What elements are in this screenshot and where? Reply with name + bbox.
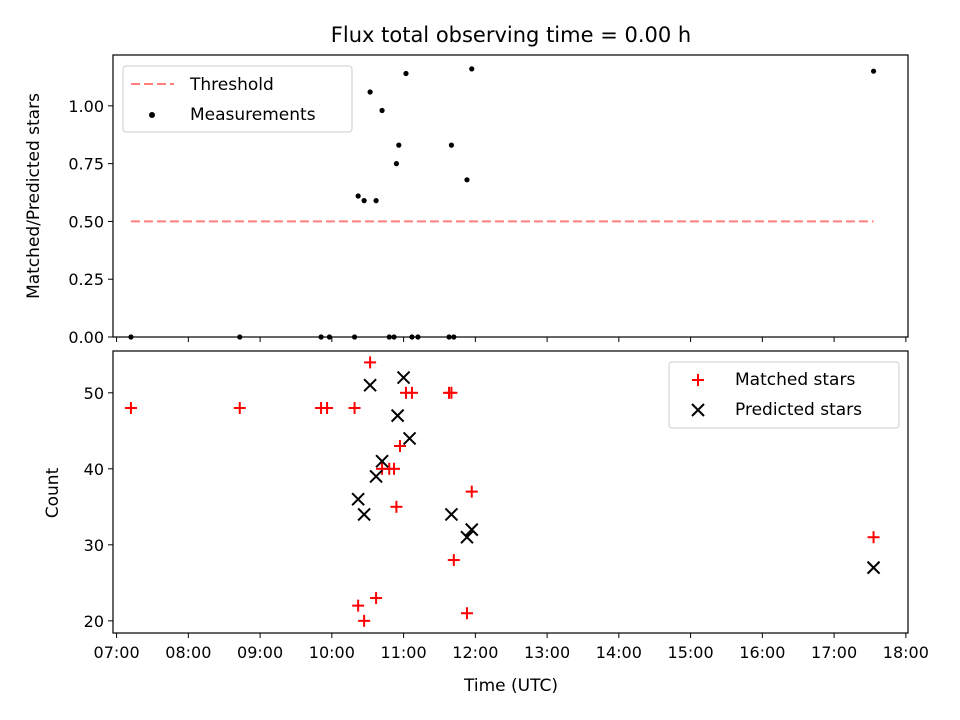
measurement-point	[448, 142, 455, 148]
top-plot-area	[128, 66, 877, 340]
x-tick-label: 14:00	[596, 643, 642, 662]
predicted-stars-point	[465, 522, 479, 537]
predicted-legend-label: Predicted stars	[735, 400, 862, 420]
measurement-point	[361, 198, 367, 204]
matched-stars-point	[348, 402, 361, 415]
bottom-legend: Matched stars Predicted stars	[668, 361, 900, 429]
bottom-axes-frame	[112, 350, 909, 634]
matched-stars-point	[445, 386, 458, 399]
predicted-stars-point	[866, 560, 881, 575]
matched-stars-point	[460, 607, 473, 620]
matched-stars-point	[388, 462, 401, 475]
predicted-stars-point	[396, 370, 411, 385]
top-axes-frame	[112, 54, 909, 338]
bottom-y-axis: 20 30 40 50	[84, 384, 113, 631]
matched-stars-point	[370, 592, 383, 605]
top-y-axis: 0.00 0.25 0.50 0.75 1.00	[68, 97, 113, 347]
top-legend: Threshold Measurements	[122, 65, 353, 133]
predicted-legend-swatch	[691, 403, 705, 417]
bottom-x-axis: 07:00 08:00 09:00 10:00 11:00 12:00 13:00 14:00…	[94, 633, 929, 662]
x-tick-label: 09:00	[237, 643, 283, 662]
top-panel: 0.00 0.25 0.50 0.75 1.00 Matched/Predicted s…	[24, 54, 909, 347]
x-tick-label: 17:00	[811, 643, 857, 662]
measurement-point	[464, 177, 470, 183]
matched-stars-point	[394, 440, 407, 453]
matched-legend-label: Matched stars	[735, 370, 855, 390]
bottom-y-axis-label: Count	[43, 467, 63, 518]
measurement-point	[379, 107, 385, 114]
measurement-point	[373, 198, 379, 204]
bottom-x-axis-label: Time (UTC)	[463, 676, 558, 696]
predicted-stars-point	[444, 507, 459, 522]
measurement-point	[396, 142, 402, 148]
measurements-legend-swatch	[149, 112, 155, 118]
top-y-tick-label: 1.00	[68, 97, 104, 116]
x-tick-label: 13:00	[524, 643, 570, 662]
x-tick-label: 15:00	[668, 643, 714, 662]
x-tick-label: 12:00	[452, 643, 498, 662]
x-tick-label: 18:00	[883, 643, 929, 662]
matched-legend-swatch	[692, 374, 704, 386]
top-chart-title: Flux total observing time = 0.00 h	[331, 23, 691, 47]
top-y-tick-label: 0.25	[68, 270, 104, 289]
predicted-stars-point	[402, 431, 417, 446]
top-y-tick-label: 0.75	[68, 155, 104, 174]
predicted-stars-point	[357, 507, 371, 522]
matched-stars-point	[405, 386, 418, 399]
measurement-point	[367, 89, 373, 95]
measurement-point	[393, 161, 400, 167]
predicted-stars-point	[390, 408, 405, 423]
top-y-tick-label: 0.00	[68, 328, 104, 347]
predicted-stars-point	[460, 530, 474, 544]
measurement-point	[469, 66, 475, 72]
measurement-point	[355, 193, 361, 199]
x-tick-label: 16:00	[739, 643, 785, 662]
matched-stars-point	[390, 500, 403, 513]
matched-stars-point	[321, 402, 334, 415]
bottom-y-tick-label: 20	[84, 612, 104, 631]
top-y-axis-label: Matched/Predicted stars	[24, 93, 44, 299]
predicted-stars-point	[369, 469, 383, 484]
measurements-legend-label: Measurements	[190, 105, 316, 125]
x-tick-label: 07:00	[94, 643, 140, 662]
x-tick-label: 10:00	[309, 643, 355, 662]
bottom-legend-frame	[668, 361, 900, 429]
matched-stars-point	[447, 554, 460, 567]
top-y-tick-label: 0.50	[68, 212, 104, 231]
matched-stars-point	[358, 614, 371, 627]
x-tick-label: 11:00	[381, 643, 427, 662]
bottom-plot-area	[124, 356, 881, 627]
bottom-y-tick-label: 30	[84, 536, 104, 555]
predicted-stars-point	[375, 454, 389, 468]
x-tick-label: 08:00	[165, 643, 211, 662]
bottom-panel: 20 30 40 50 07:00 08:00 09:00 10:00 11:00 12:00 1…	[43, 350, 929, 696]
top-legend-frame	[122, 65, 353, 133]
matched-stars-point	[364, 356, 377, 369]
measurement-point	[403, 70, 409, 77]
matched-stars-point	[124, 402, 137, 415]
matched-stars-point	[233, 402, 246, 415]
bottom-y-tick-label: 50	[84, 384, 104, 403]
predicted-stars-point	[363, 378, 377, 392]
predicted-stars-point	[351, 492, 365, 506]
top-x-axis	[116, 337, 907, 342]
matched-stars-point	[867, 531, 880, 544]
bottom-y-tick-label: 40	[84, 460, 104, 479]
threshold-legend-label: Threshold	[189, 75, 274, 95]
matched-stars-point	[465, 485, 478, 498]
matched-stars-point	[352, 599, 365, 612]
measurement-point	[870, 68, 877, 74]
